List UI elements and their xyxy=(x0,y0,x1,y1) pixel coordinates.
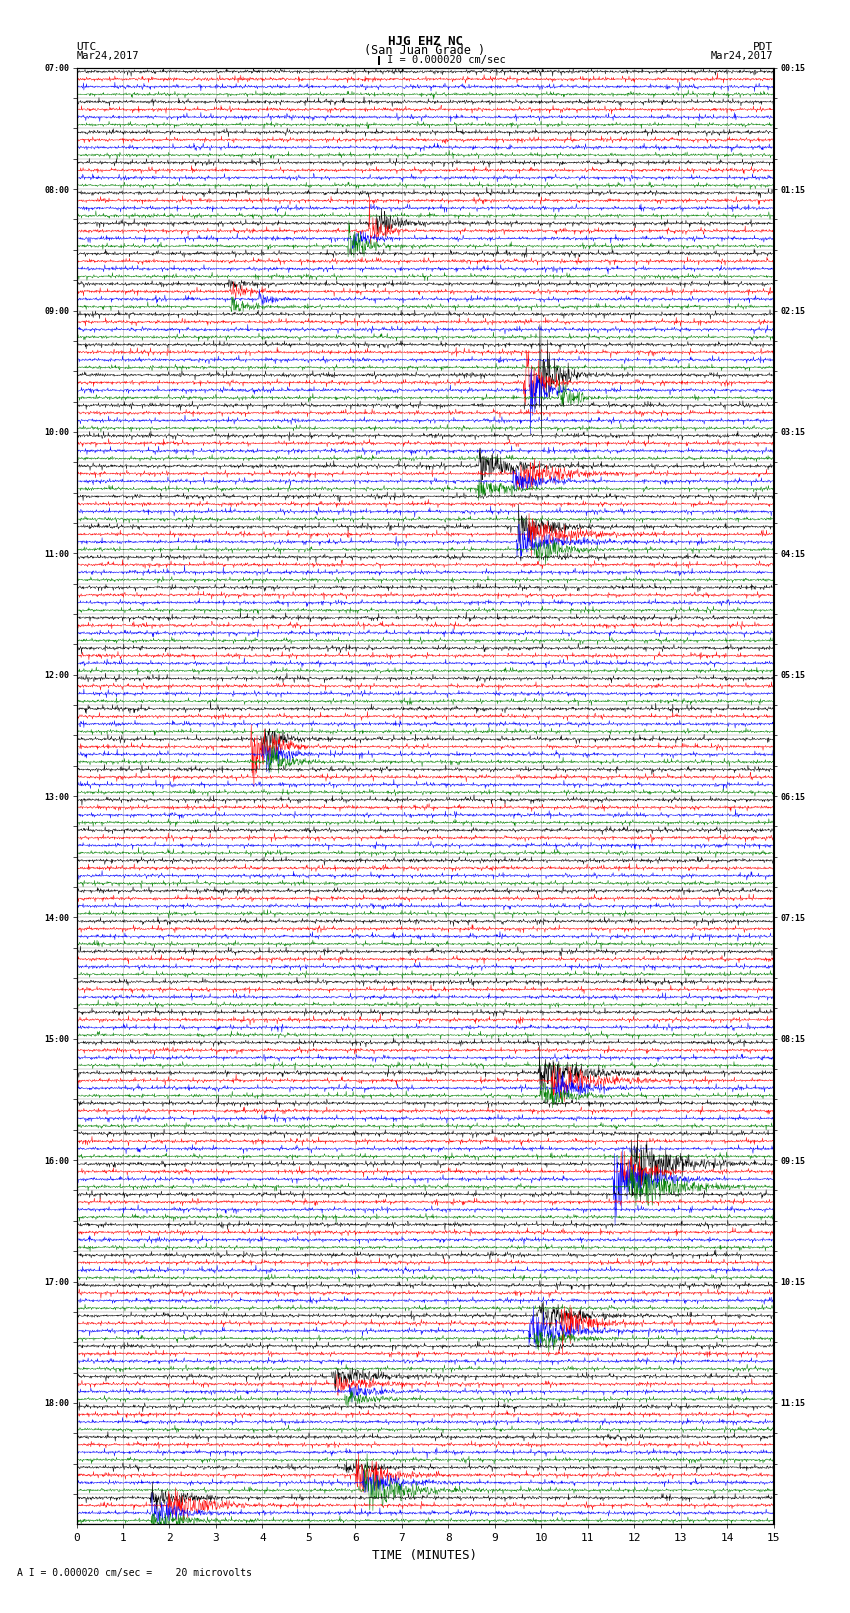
X-axis label: TIME (MINUTES): TIME (MINUTES) xyxy=(372,1548,478,1561)
Text: PDT: PDT xyxy=(753,42,774,52)
Text: I = 0.000020 cm/sec: I = 0.000020 cm/sec xyxy=(387,55,506,66)
Text: A I = 0.000020 cm/sec =    20 microvolts: A I = 0.000020 cm/sec = 20 microvolts xyxy=(17,1568,252,1578)
Text: Mar24,2017: Mar24,2017 xyxy=(711,52,774,61)
Text: (San Juan Grade ): (San Juan Grade ) xyxy=(365,44,485,58)
Text: HJG EHZ NC: HJG EHZ NC xyxy=(388,34,462,48)
Text: Mar24,2017: Mar24,2017 xyxy=(76,52,139,61)
Text: UTC: UTC xyxy=(76,42,97,52)
